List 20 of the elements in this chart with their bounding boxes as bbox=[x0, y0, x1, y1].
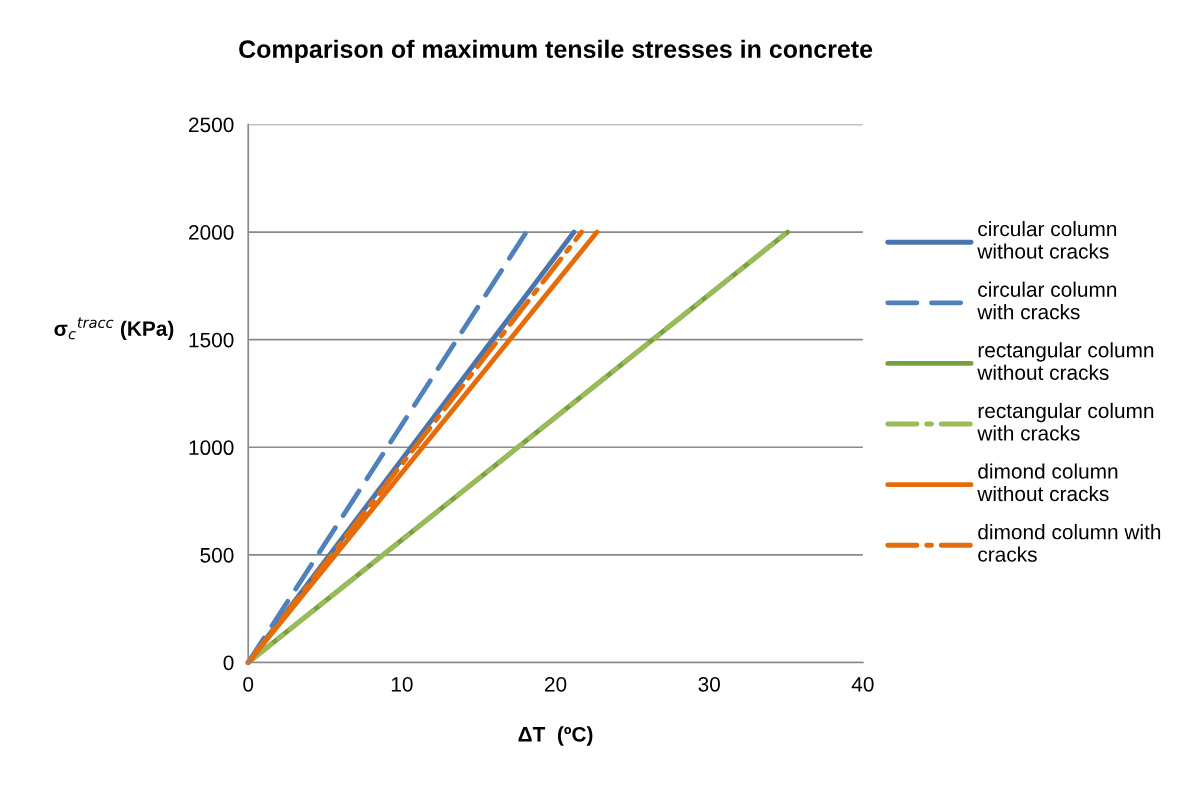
y-tick-label: 2500 bbox=[189, 117, 234, 133]
y-tick-label: 1000 bbox=[189, 440, 234, 456]
legend-label: circular column with cracks bbox=[977, 281, 1117, 320]
legend-label: dimond column without cracks bbox=[977, 463, 1118, 502]
x-tick-label: 30 bbox=[698, 676, 720, 692]
x-tick-label: 10 bbox=[391, 676, 413, 692]
chart-title: Comparison of maximum tensile stresses in concrete bbox=[239, 39, 873, 63]
legend-label: circular column without cracks bbox=[977, 221, 1117, 259]
y-tick-label: 1500 bbox=[189, 332, 234, 348]
x-tick-label: 40 bbox=[851, 676, 874, 692]
x-tick-label: 0 bbox=[243, 676, 254, 692]
legend-label: rectangular column with cracks bbox=[977, 402, 1154, 441]
y-tick-label: 0 bbox=[223, 655, 234, 671]
x-tick-label: 20 bbox=[545, 676, 567, 692]
y-axis-title: σ$_{c}$$^{tracc}$ (KPa) bbox=[54, 317, 174, 341]
legend-label: rectangular column without cracks bbox=[977, 342, 1154, 380]
y-tick-label: 2000 bbox=[189, 225, 234, 240]
y-tick-label: 500 bbox=[200, 547, 234, 563]
legend-label: dimond column with cracks bbox=[978, 524, 1161, 562]
x-axis-title: ΔT (ºC) bbox=[518, 726, 593, 746]
